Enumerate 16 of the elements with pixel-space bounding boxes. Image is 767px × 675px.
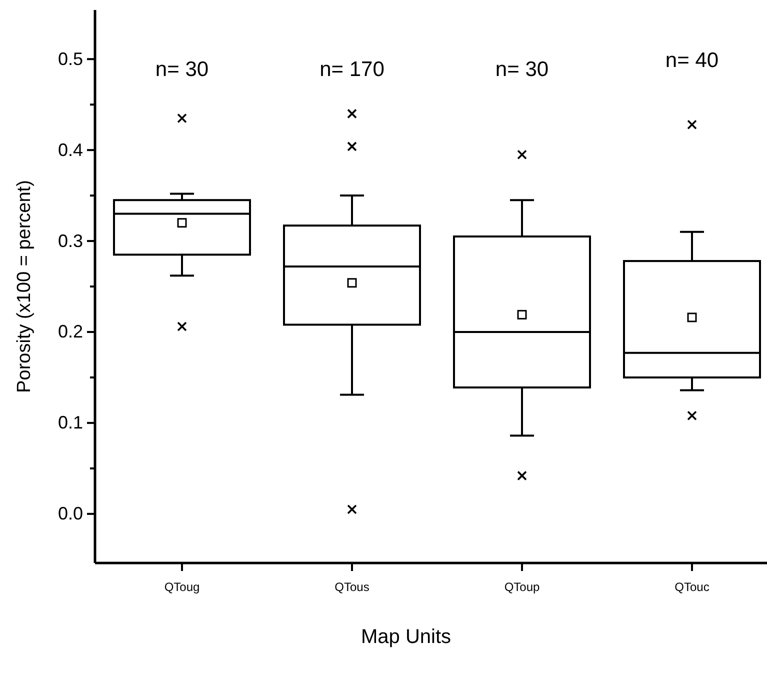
- annotation: n= 40: [665, 49, 719, 72]
- y-tick-label: 0.0: [58, 504, 83, 524]
- x-tick-label: QTouc: [674, 580, 710, 594]
- annotation: n= 170: [320, 58, 384, 81]
- x-tick-label: QToug: [164, 580, 200, 594]
- x-axis-title: Map Units: [360, 626, 452, 648]
- y-tick-label: 0.2: [58, 322, 83, 342]
- y-tick-label: 0.5: [58, 48, 83, 69]
- y-tick-label: 0.4: [58, 140, 83, 160]
- y-axis-title: Porosity (x100 = percent): [14, 180, 35, 393]
- x-tick-label: QTous: [334, 580, 370, 594]
- annotation: n= 30: [495, 58, 549, 81]
- y-tick-label: 0.3: [58, 230, 83, 251]
- annotation: n= 30: [155, 58, 209, 81]
- y-tick-label: 0.1: [58, 412, 83, 433]
- x-tick-label: QToup: [504, 580, 540, 594]
